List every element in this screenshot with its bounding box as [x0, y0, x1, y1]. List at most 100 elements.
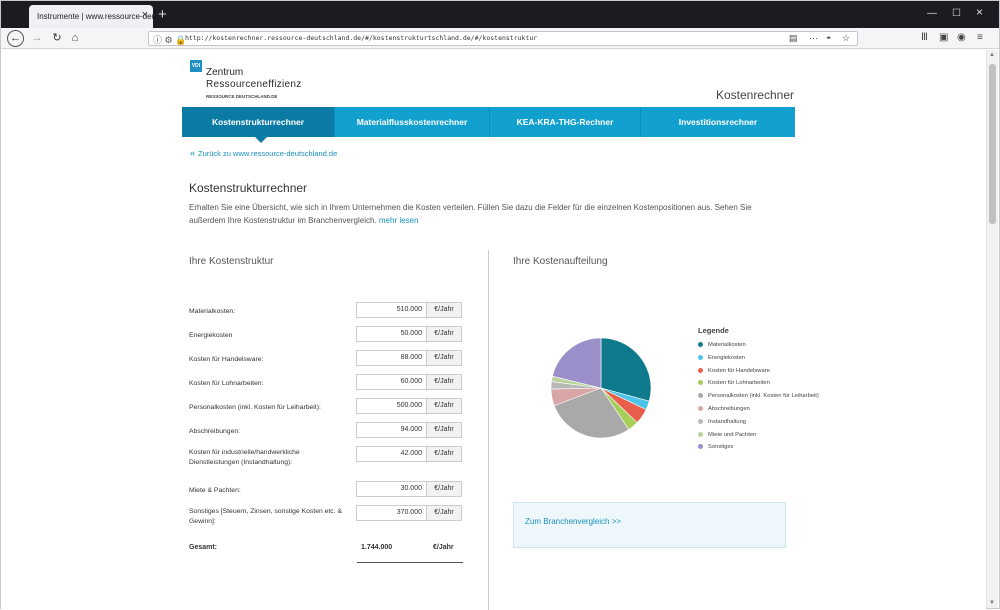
legend-label: Kosten für Handelsware: [708, 367, 770, 374]
cost-input[interactable]: 60.000: [356, 374, 427, 390]
cost-row-label: Abschreibungen:: [189, 428, 241, 435]
title-bar: Instrumente | www.ressource-deuts × + — …: [1, 1, 999, 28]
back-link[interactable]: «Zurück zu www.ressource-deutschland.de: [190, 148, 337, 158]
lock-icon[interactable]: 🔒: [175, 35, 187, 45]
scrollbar[interactable]: ▲ ▼: [986, 50, 998, 608]
cost-input[interactable]: 94.000: [356, 422, 427, 438]
read-more-link[interactable]: mehr lesen: [378, 216, 419, 225]
active-tab-indicator: [255, 137, 267, 143]
cost-input[interactable]: 510.000: [356, 302, 427, 318]
legend-label: Instandhaltung: [708, 418, 747, 425]
legend-color-swatch: [698, 380, 703, 386]
intro-text: Erhalten Sie eine Übersicht, wie sich in…: [189, 201, 789, 227]
new-tab-icon[interactable]: +: [158, 6, 167, 23]
maximize-icon[interactable]: ☐: [952, 8, 961, 19]
cost-row-label: Personalkosten (inkl. Kosten für Leiharb…: [189, 404, 321, 411]
browser-tab[interactable]: Instrumente | www.ressource-deuts ×: [29, 5, 153, 28]
legend-color-swatch: [698, 393, 703, 399]
legend-label: Abschreibungen: [708, 406, 750, 412]
app-title: Kostenrechner: [715, 88, 794, 102]
nav-tab-kea-kra-thg[interactable]: KEA-KRA-THG-Rechner: [490, 107, 641, 137]
legend-item: Sonstiges: [698, 444, 733, 450]
legend-color-swatch: [698, 367, 703, 373]
cost-pie-chart: [550, 337, 652, 439]
back-icon[interactable]: ←: [7, 30, 24, 47]
branch-comparison-box: Zum Branchenvergleich >>: [513, 502, 786, 548]
legend-item: Energiekosten: [698, 354, 746, 361]
nav-tab-materialfluss[interactable]: Materialflusskostenrechner: [335, 107, 490, 137]
legend-label: Kosten für Lohnarbeiten: [708, 380, 770, 387]
main-navigation: Kostenstrukturrechner Materialflusskoste…: [182, 107, 795, 137]
total-underline: [357, 562, 463, 563]
page-actions-icon[interactable]: ···: [809, 33, 818, 43]
pie-slice[interactable]: [553, 387, 630, 439]
branch-comparison-link[interactable]: Zum Branchenvergleich >>: [525, 517, 622, 526]
cost-input[interactable]: 88.000: [356, 350, 427, 366]
scroll-thumb[interactable]: [989, 64, 996, 224]
legend-item: Miete und Pachten: [698, 431, 757, 438]
minimize-icon[interactable]: —: [927, 8, 937, 19]
home-icon[interactable]: ⌂: [71, 32, 79, 44]
total-unit: €/Jahr: [433, 544, 454, 551]
legend-label: Materialkosten: [708, 342, 746, 348]
legend-color-swatch: [698, 406, 703, 411]
reader-mode-icon[interactable]: ▤: [789, 33, 798, 43]
column-divider: [488, 250, 489, 610]
reload-icon[interactable]: ↻: [52, 32, 62, 44]
scroll-up-icon[interactable]: ▲: [989, 52, 995, 58]
legend-label: Miete und Pachten: [708, 431, 757, 438]
library-icon[interactable]: Ⅲ: [921, 32, 928, 43]
url-text[interactable]: http://kostenrechner.ressource-deutschla…: [185, 34, 538, 42]
cost-row-label: Sonstiges [Steuern, Zinsen, sonstige Kos…: [189, 508, 343, 525]
legend-item: Materialkosten: [698, 342, 746, 348]
sidebar-icon[interactable]: ▣: [939, 32, 949, 43]
back-link-label: Zurück zu www.ressource-deutschland.de: [198, 149, 338, 158]
cost-input[interactable]: 30.000: [356, 481, 427, 497]
permissions-icon[interactable]: ⚙: [164, 35, 173, 45]
close-window-icon[interactable]: ×: [976, 5, 984, 19]
pie-slice[interactable]: [600, 337, 652, 402]
legend-title: Legende: [698, 326, 729, 335]
pie-slice[interactable]: [552, 337, 602, 389]
close-tab-icon[interactable]: ×: [141, 9, 148, 21]
cost-row-label: Energiekosten: [189, 332, 233, 339]
vdi-logo-badge: VDI: [190, 60, 202, 72]
logo-text-line2[interactable]: Ressourceneffizienz: [206, 79, 302, 90]
legend-item: Kosten für Lohnarbeiten: [698, 380, 770, 386]
scroll-down-icon[interactable]: ▼: [989, 600, 995, 606]
cost-row-label: Materialkosten:: [189, 308, 236, 315]
page-content: VDI Zentrum Ressourceneffizienz RESSOURC…: [1, 50, 986, 610]
cost-unit: €/Jahr: [427, 481, 462, 497]
cost-unit: €/Jahr: [427, 422, 462, 438]
pocket-icon[interactable]: ◓: [826, 33, 832, 43]
legend-label: Personalkosten (inkl. Kosten für Leiharb…: [708, 393, 819, 400]
cost-unit: €/Jahr: [427, 350, 462, 366]
cost-input[interactable]: 370.000: [356, 505, 427, 521]
legend-item: Kosten für Handelsware: [698, 367, 770, 374]
legend-label: Energiekosten: [708, 354, 746, 361]
cost-unit: €/Jahr: [427, 505, 462, 521]
menu-icon[interactable]: ≡: [977, 32, 983, 43]
cost-unit: €/Jahr: [427, 302, 462, 318]
cost-distribution-heading: Ihre Kostenaufteilung: [513, 256, 608, 267]
cost-input[interactable]: 50.000: [356, 326, 427, 342]
info-icon[interactable]: ⓘ: [153, 35, 163, 45]
nav-tab-investition[interactable]: Investitionsrechner: [641, 107, 795, 137]
legend-color-swatch: [698, 431, 703, 437]
cost-unit: €/Jahr: [427, 326, 462, 342]
tab-title: Instrumente | www.ressource-deuts: [37, 12, 153, 21]
legend-label: Sonstiges: [708, 444, 734, 451]
cost-input[interactable]: 42.000: [356, 446, 427, 462]
cost-input[interactable]: 500.000: [356, 398, 427, 414]
legend-color-swatch: [698, 342, 703, 347]
nav-tab-kostenstruktur[interactable]: Kostenstrukturrechner: [182, 107, 335, 137]
forward-icon[interactable]: →: [31, 32, 43, 44]
account-icon[interactable]: ◉: [957, 32, 966, 43]
url-bar[interactable]: ⓘ ⚙ 🔒 http://kostenrechner.ressource-deu…: [148, 31, 858, 46]
navigation-bar: ← → ↻ ⌂ ⓘ ⚙ 🔒 http://kostenrechner.resso…: [1, 28, 999, 49]
logo-text-line1[interactable]: Zentrum: [206, 67, 244, 78]
cost-unit: €/Jahr: [427, 398, 462, 414]
legend-item: Personalkosten (inkl. Kosten für Leiharb…: [698, 393, 819, 399]
bookmark-star-icon[interactable]: ☆: [842, 33, 851, 43]
cost-row-label: Kosten für industrielle/handwerkliche Di…: [189, 449, 300, 466]
